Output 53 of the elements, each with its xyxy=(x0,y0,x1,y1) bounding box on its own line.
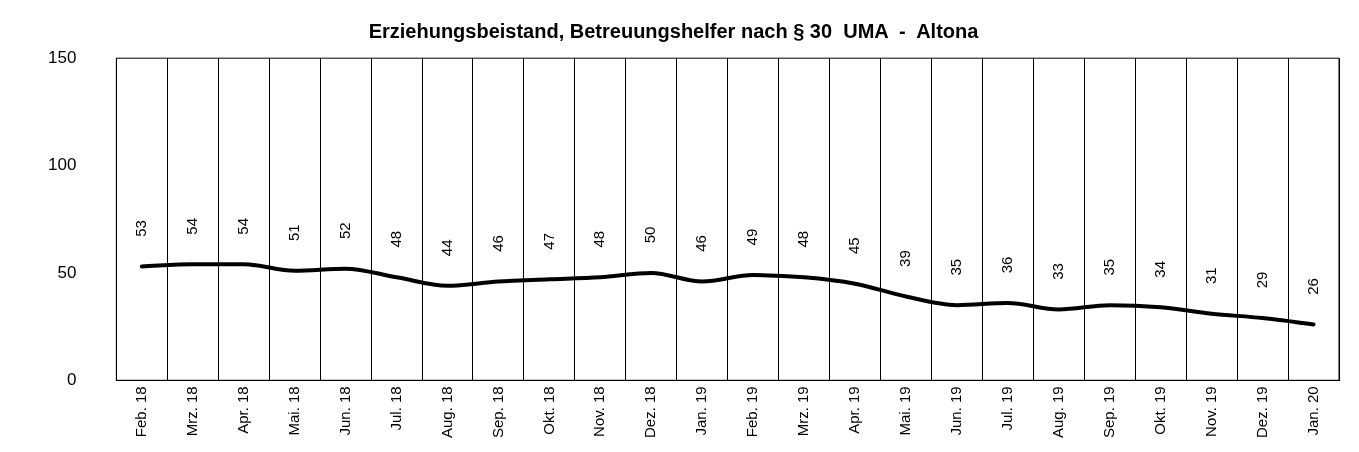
x-tick-label: Jul. 18 xyxy=(386,386,404,431)
x-tick-label: Aug. 18 xyxy=(437,386,455,439)
data-label: 54 xyxy=(233,217,251,235)
data-label: 49 xyxy=(743,228,761,246)
x-tick-label: Nov. 18 xyxy=(590,386,608,437)
x-tick-label: Mai. 19 xyxy=(896,386,914,436)
x-tick-label: Jun. 18 xyxy=(335,386,353,436)
data-label: 48 xyxy=(386,230,404,248)
data-label: 34 xyxy=(1150,260,1168,278)
y-tick-label: 50 xyxy=(57,262,77,282)
x-tick-label: Jul. 19 xyxy=(998,386,1016,431)
data-label: 47 xyxy=(539,233,557,250)
y-tick-label: 0 xyxy=(66,369,77,389)
data-label: 48 xyxy=(794,230,812,248)
data-label: 46 xyxy=(692,235,710,252)
data-label: 51 xyxy=(284,224,302,242)
data-label: 45 xyxy=(845,237,863,255)
data-label: 54 xyxy=(182,217,200,235)
x-tick-label: Apr. 19 xyxy=(845,386,863,434)
x-tick-label: Sep. 18 xyxy=(488,386,506,439)
x-tick-label: Jun. 19 xyxy=(947,386,965,436)
x-tick-label: Jan. 20 xyxy=(1303,386,1321,436)
data-label: 35 xyxy=(1099,258,1117,276)
data-label: 36 xyxy=(998,256,1016,274)
data-label: 26 xyxy=(1303,278,1321,295)
x-tick-label: Feb. 18 xyxy=(131,386,149,438)
data-label: 53 xyxy=(131,220,149,237)
x-tick-label: Mai. 18 xyxy=(284,386,302,436)
x-tick-label: Sep. 19 xyxy=(1099,386,1117,439)
y-tick-label: 150 xyxy=(47,47,77,67)
x-tick-label: Feb. 19 xyxy=(743,386,761,438)
data-label: 39 xyxy=(896,250,914,267)
x-tick-label: Nov. 19 xyxy=(1201,386,1219,437)
data-label: 35 xyxy=(947,258,965,276)
x-tick-label: Mrz. 19 xyxy=(794,386,812,437)
data-label: 44 xyxy=(437,239,455,257)
chart-title: Erziehungsbeistand, Betreuungshelfer nach § 30 UMA - Altona xyxy=(368,19,980,42)
x-tick-label: Okt. 19 xyxy=(1150,386,1168,435)
data-label: 33 xyxy=(1048,263,1066,280)
x-tick-label: Jan. 19 xyxy=(692,386,710,436)
data-label: 52 xyxy=(335,222,353,239)
data-label: 50 xyxy=(641,226,659,244)
x-tick-label: Apr. 18 xyxy=(233,386,251,434)
data-label: 29 xyxy=(1252,271,1270,289)
x-tick-label: Dez. 19 xyxy=(1252,386,1270,438)
data-label: 31 xyxy=(1201,267,1219,285)
data-label: 46 xyxy=(488,235,506,252)
x-tick-label: Okt. 18 xyxy=(539,386,557,435)
x-tick-label: Aug. 19 xyxy=(1048,386,1066,439)
x-tick-label: Dez. 18 xyxy=(641,386,659,438)
data-label: 48 xyxy=(590,230,608,248)
y-tick-label: 100 xyxy=(47,155,77,175)
x-tick-label: Mrz. 18 xyxy=(182,386,200,437)
